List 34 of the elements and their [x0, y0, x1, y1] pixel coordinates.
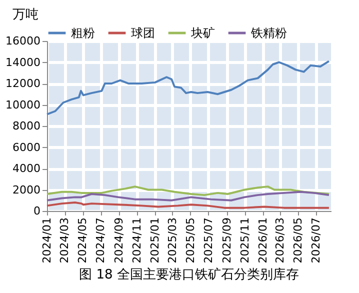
x-tick-label: 2026/07: [310, 218, 323, 264]
line-series: [46, 186, 330, 196]
y-tick-label: 8000: [12, 120, 40, 132]
legend-label: 块矿: [190, 26, 215, 40]
legend-label: 铁精粉: [250, 26, 287, 40]
x-tick-label: 2025/11: [238, 218, 252, 264]
x-tick-label: 2026/03: [274, 218, 287, 264]
x-tick-label: 2024/09: [112, 218, 126, 264]
line-series: [46, 60, 330, 116]
y-tick-label: 6000: [12, 140, 40, 154]
y-tick-label: 10000: [6, 98, 40, 112]
y-tick-label: 4000: [12, 162, 40, 175]
y-tick-label: 0: [34, 204, 40, 218]
x-tick-label: 2024/11: [130, 218, 144, 264]
x-tick-label: 2025/05: [184, 218, 197, 264]
y-axis-title: 万吨: [12, 8, 38, 22]
legend-label: 粗粉: [71, 26, 95, 40]
y-tick-label: 12000: [6, 77, 40, 90]
y-tick-label: 14000: [6, 56, 40, 69]
x-tick-label: 2026/05: [292, 218, 305, 264]
x-tick-label: 2024/01: [40, 218, 54, 264]
x-tick-label: 2025/01: [148, 218, 162, 264]
x-tick-label: 2025/03: [166, 218, 179, 264]
x-tick-label: 2024/05: [76, 218, 90, 264]
y-tick-label: 16000: [6, 34, 40, 48]
line-series: [46, 190, 330, 202]
y-tick-label: 2000: [12, 183, 40, 196]
x-tick-label: 2024/07: [94, 218, 108, 264]
legend-label: 球团: [131, 26, 155, 40]
x-tick-label: 2025/09: [220, 218, 234, 264]
x-tick-label: 2026/01: [256, 218, 270, 264]
text: 图 18 全国主要港口铁矿石分类别库存: [79, 266, 299, 283]
x-tick-label: 2024/03: [58, 218, 72, 264]
x-tick-label: 2025/07: [202, 218, 215, 264]
